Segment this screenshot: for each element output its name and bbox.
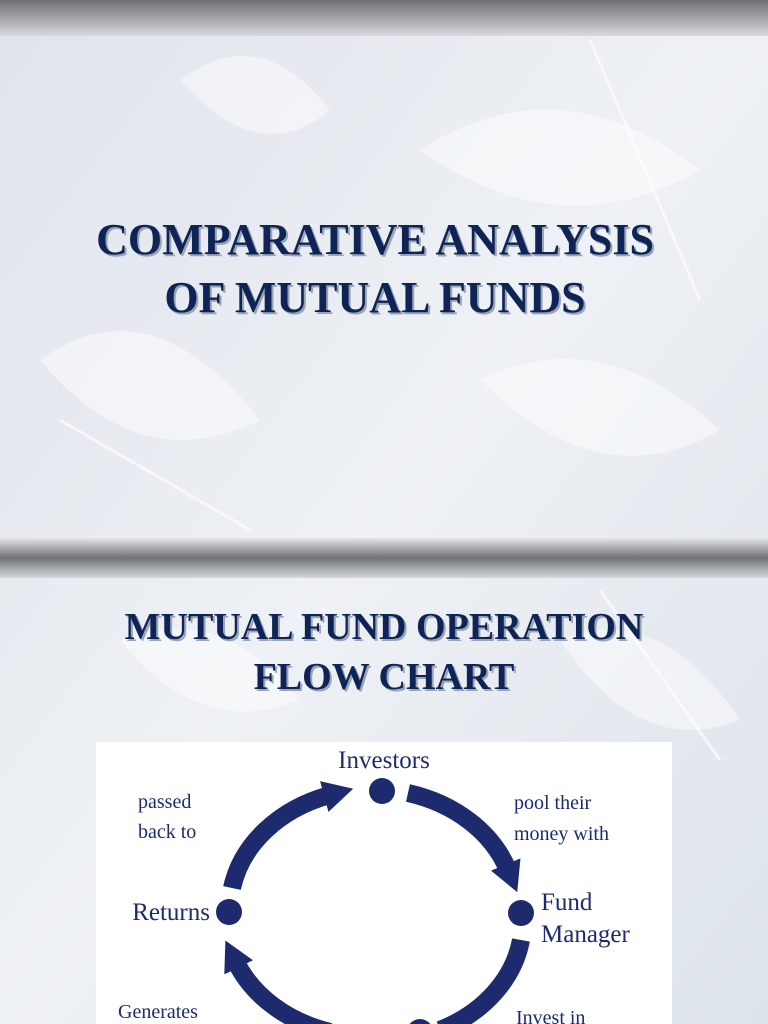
arrow xyxy=(405,784,521,893)
flow-diagram: Investors Fund Manager Returns pool thei… xyxy=(96,742,672,1024)
leaf-veins xyxy=(59,39,722,761)
cycle-arrows xyxy=(223,781,530,1024)
arrow xyxy=(436,938,530,1024)
title-line: OF MUTUAL FUNDS xyxy=(164,273,585,322)
arrow xyxy=(223,781,354,891)
edge-label: pool their xyxy=(514,792,592,814)
title-line: FLOW CHART xyxy=(254,656,515,698)
edge-label: back to xyxy=(138,821,196,843)
slide-1-title: COMPARATIVE ANALYSIS COMPARATIVE ANALYSI… xyxy=(96,215,656,324)
node-dots xyxy=(216,778,534,1024)
arrow xyxy=(224,940,333,1024)
top-bar xyxy=(0,0,768,36)
node-label: Investors xyxy=(338,747,430,774)
title-shadow: MUTUAL FUND OPERATION xyxy=(127,608,646,650)
title-shadow: FLOW CHART xyxy=(256,658,517,700)
title-line: COMPARATIVE ANALYSIS xyxy=(96,215,654,264)
node-dot xyxy=(216,899,242,925)
edge-label: Invest in xyxy=(516,1007,585,1024)
node-dot xyxy=(508,900,534,926)
slide-divider xyxy=(0,538,768,578)
title-shadow: COMPARATIVE ANALYSIS xyxy=(98,217,656,266)
node-dot xyxy=(409,1019,431,1024)
edge-label: passed xyxy=(138,791,191,813)
node-label: Fund xyxy=(541,889,593,916)
edge-label: money with xyxy=(514,823,609,845)
title-shadow: OF MUTUAL FUNDS xyxy=(166,275,587,324)
edge-label: Generates xyxy=(118,1001,198,1023)
node-dot xyxy=(369,778,395,804)
title-line: MUTUAL FUND OPERATION xyxy=(125,606,644,648)
node-label: Manager xyxy=(541,921,631,948)
slide-2-title: MUTUAL FUND OPERATION MUTUAL FUND OPERAT… xyxy=(125,606,646,700)
node-label: Returns xyxy=(132,899,210,926)
